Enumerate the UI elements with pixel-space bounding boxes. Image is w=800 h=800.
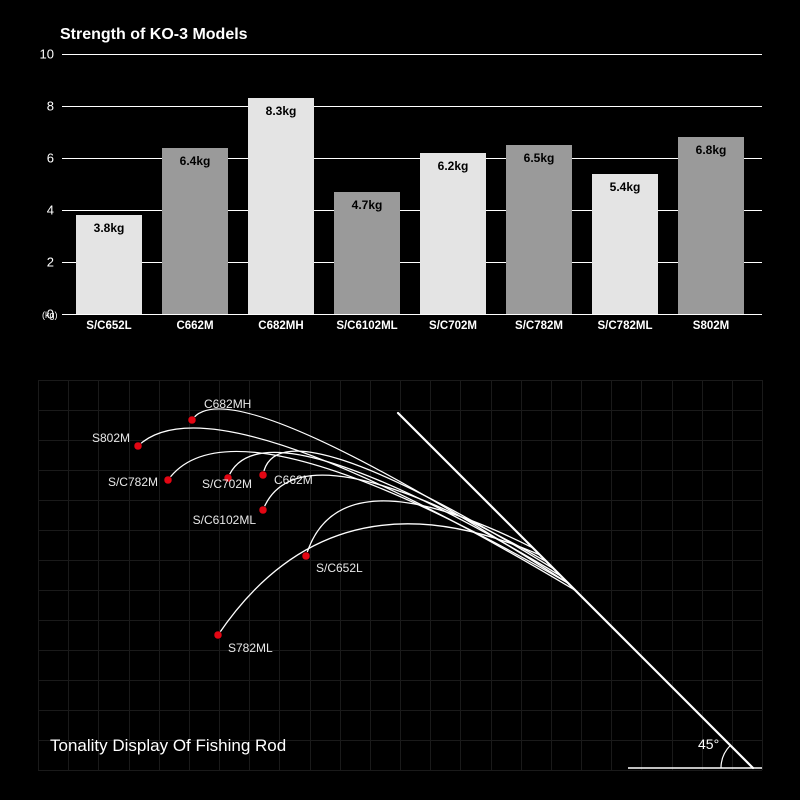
tonality-grid-v <box>762 380 763 770</box>
rod-curve-label: S/C782M <box>108 475 158 489</box>
rod-tip-marker <box>214 631 222 639</box>
bar-value-label: 6.2kg <box>420 159 486 173</box>
angle-arc <box>721 745 730 768</box>
bar-value-label: 6.5kg <box>506 151 572 165</box>
rod-curve-label: S782ML <box>228 641 273 655</box>
bar-gridline <box>62 54 762 55</box>
rod-curve-label: S/C6102ML <box>193 513 257 527</box>
bar-chart-plot: 0246810(kg)3.8kgS/C652L6.4kgC662M8.3kgC6… <box>62 54 762 314</box>
bar-x-label: S/C782ML <box>598 314 653 332</box>
rod-tip-marker <box>259 471 267 479</box>
bar: 6.8kg <box>678 137 744 314</box>
bar-y-tick: 4 <box>47 203 62 218</box>
bar: 4.7kg <box>334 192 400 314</box>
rod-tip-marker <box>259 506 267 514</box>
tonality-plot: C682MHS802MC662MS/C702MS/C782MS/C6102MLS… <box>38 380 762 770</box>
bar-chart-title: Strength of KO-3 Models <box>60 26 248 44</box>
bar-y-unit: (kg) <box>42 310 58 320</box>
bar-gridline <box>62 106 762 107</box>
bar: 5.4kg <box>592 174 658 314</box>
bar-y-tick: 2 <box>47 255 62 270</box>
bar-x-label: S802M <box>693 314 729 332</box>
tonality-grid-h <box>38 770 762 771</box>
bar-x-label: C682MH <box>258 314 303 332</box>
bar-x-label: C662M <box>176 314 213 332</box>
bar-value-label: 6.8kg <box>678 143 744 157</box>
angle-label: 45° <box>698 736 719 752</box>
rod-tip-marker <box>302 552 310 560</box>
bar: 6.2kg <box>420 153 486 314</box>
rod-curve-label: S802M <box>92 431 130 445</box>
bar-x-label: S/C702M <box>429 314 477 332</box>
bar-gridline <box>62 314 762 315</box>
tonality-svg: C682MHS802MC662MS/C702MS/C782MS/C6102MLS… <box>38 380 762 770</box>
bar-value-label: 5.4kg <box>592 180 658 194</box>
rod-tip-marker <box>134 442 142 450</box>
rod-tip-marker <box>188 416 196 424</box>
page-root: Strength of KO-3 Models 0246810(kg)3.8kg… <box>0 0 800 800</box>
tonality-title: Tonality Display Of Fishing Rod <box>50 736 286 756</box>
rod-tip-marker <box>164 476 172 484</box>
bar: 6.4kg <box>162 148 228 314</box>
bar: 3.8kg <box>76 215 142 314</box>
bar-y-tick: 6 <box>47 151 62 166</box>
rod-curve <box>306 501 533 556</box>
bar-value-label: 4.7kg <box>334 198 400 212</box>
bar-value-label: 6.4kg <box>162 154 228 168</box>
rod-curve-label: S/C702M <box>202 477 252 491</box>
bar-y-tick: 8 <box>47 99 62 114</box>
rod-curve-label: C682MH <box>204 397 251 411</box>
bar: 8.3kg <box>248 98 314 314</box>
rod-curve-label: S/C652L <box>316 561 363 575</box>
bar-value-label: 3.8kg <box>76 221 142 235</box>
bar: 6.5kg <box>506 145 572 314</box>
bar-x-label: S/C6102ML <box>336 314 397 332</box>
rod-curve <box>228 452 561 576</box>
bar-value-label: 8.3kg <box>248 104 314 118</box>
bar-x-label: S/C652L <box>86 314 131 332</box>
bar-x-label: S/C782M <box>515 314 563 332</box>
bar-y-tick: 10 <box>40 47 62 62</box>
